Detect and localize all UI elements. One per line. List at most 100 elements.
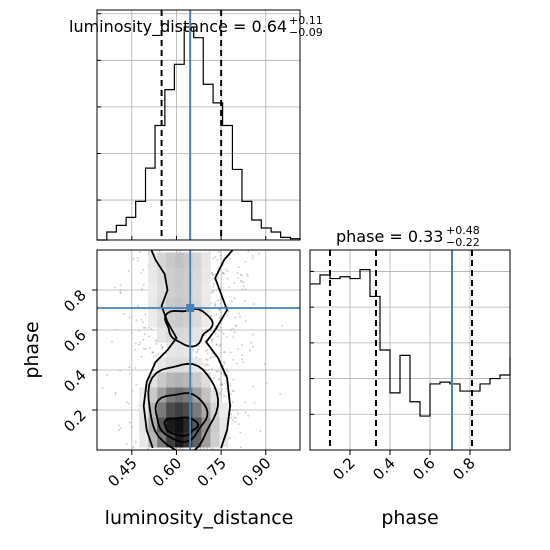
scatter-point — [140, 318, 143, 321]
scatter-point — [218, 329, 220, 332]
heatmap-cell — [183, 432, 193, 448]
heatmap-cell — [157, 402, 167, 418]
scatter-point — [222, 332, 225, 335]
scatter-point — [151, 351, 154, 354]
scatter-point — [230, 329, 233, 331]
scatter-point — [211, 271, 214, 274]
scatter-point — [237, 412, 239, 415]
scatter-point — [203, 334, 206, 337]
scatter-point — [118, 429, 121, 432]
heatmap-cell — [174, 297, 184, 313]
heatmap-cell — [157, 252, 167, 268]
scatter-point — [211, 291, 214, 294]
scatter-point — [247, 414, 250, 417]
heatmap-cell — [192, 327, 202, 343]
scatter-point — [140, 355, 143, 358]
scatter-point — [212, 282, 215, 285]
scatter-point — [239, 431, 242, 434]
hist-phase-title-lower: −0.22 — [446, 236, 480, 249]
scatter-point — [235, 416, 237, 419]
heatmap-cell — [157, 267, 167, 283]
scatter-point — [127, 270, 130, 272]
scatter-point — [226, 277, 229, 280]
heatmap-cell — [183, 282, 193, 298]
heatmap-ytick-label: 0.2 — [60, 406, 90, 436]
scatter-point — [148, 335, 151, 338]
contour-outermost-right — [205, 250, 234, 449]
scatter-point — [252, 303, 255, 305]
heatmap-cell — [166, 342, 175, 358]
scatter-point — [244, 411, 247, 414]
heatmap-ytick-label: 0.8 — [60, 286, 90, 316]
scatter-point — [119, 284, 122, 287]
scatter-point — [237, 276, 240, 279]
scatter-point — [236, 272, 239, 275]
heatmap-cell — [139, 417, 149, 433]
scatter-point — [136, 305, 139, 307]
scatter-point — [242, 281, 245, 284]
scatter-point — [106, 374, 108, 377]
heatmap-cell — [183, 372, 193, 388]
x-axis-label-phase: phase — [381, 507, 438, 529]
hist-luminosity-distance-title-lower: −0.09 — [289, 26, 323, 39]
scatter-point — [217, 370, 220, 373]
scatter-point — [210, 448, 213, 450]
scatter-point — [217, 277, 219, 279]
scatter-point — [157, 353, 160, 356]
scatter-point — [226, 270, 229, 273]
scatter-point — [230, 300, 233, 303]
scatter-point — [226, 314, 229, 317]
scatter-point — [125, 401, 128, 404]
scatter-point — [205, 358, 208, 361]
scatter-point — [135, 319, 138, 322]
heatmap-cell — [157, 372, 167, 388]
truth-marker — [186, 304, 195, 312]
scatter-point — [223, 351, 225, 354]
scatter-point — [152, 355, 155, 358]
heatmap-cell — [174, 312, 184, 328]
heatmap-cell — [183, 252, 193, 268]
scatter-point — [252, 385, 255, 388]
contour-outer — [147, 362, 219, 450]
scatter-point — [219, 391, 221, 394]
scatter-point — [281, 324, 283, 327]
heatmap-cell — [166, 252, 175, 268]
scatter-point — [137, 260, 140, 262]
scatter-point — [202, 447, 205, 450]
scatter-point — [231, 409, 234, 412]
scatter-point — [144, 326, 147, 329]
heatmap-xtick-label: 0.90 — [238, 454, 274, 490]
heatmap-cell — [201, 267, 211, 283]
scatter-point — [195, 342, 198, 345]
scatter-point — [244, 288, 247, 290]
scatter-point — [242, 361, 245, 364]
scatter-point — [220, 384, 223, 387]
scatter-point — [234, 316, 237, 319]
heatmap-cell — [157, 282, 167, 298]
scatter-point — [215, 343, 218, 346]
heatmap-cell — [166, 267, 175, 283]
hist-luminosity-distance-title: luminosity_distance = 0.64 — [69, 17, 287, 37]
scatter-point — [207, 364, 209, 366]
heatmap-cell — [148, 372, 158, 388]
scatter-point — [218, 378, 221, 381]
heatmap-cell — [183, 402, 193, 418]
heatmap-cell — [148, 312, 158, 328]
scatter-point — [237, 347, 240, 350]
scatter-point — [204, 368, 207, 371]
heatmap-cell — [201, 387, 211, 403]
heatmap-cell — [192, 282, 202, 298]
scatter-point — [212, 377, 215, 379]
scatter-point — [132, 446, 135, 449]
hist-phase-title: phase = 0.33 — [336, 227, 443, 246]
heatmap-cell — [192, 387, 202, 403]
scatter-point — [115, 328, 117, 331]
heatmap-cell — [183, 342, 193, 358]
scatter-point — [149, 347, 151, 349]
scatter-point — [210, 368, 213, 371]
scatter-point — [125, 443, 128, 446]
scatter-point — [220, 390, 223, 393]
scatter-point — [244, 320, 247, 323]
scatter-point — [265, 382, 268, 385]
scatter-point — [207, 368, 210, 371]
